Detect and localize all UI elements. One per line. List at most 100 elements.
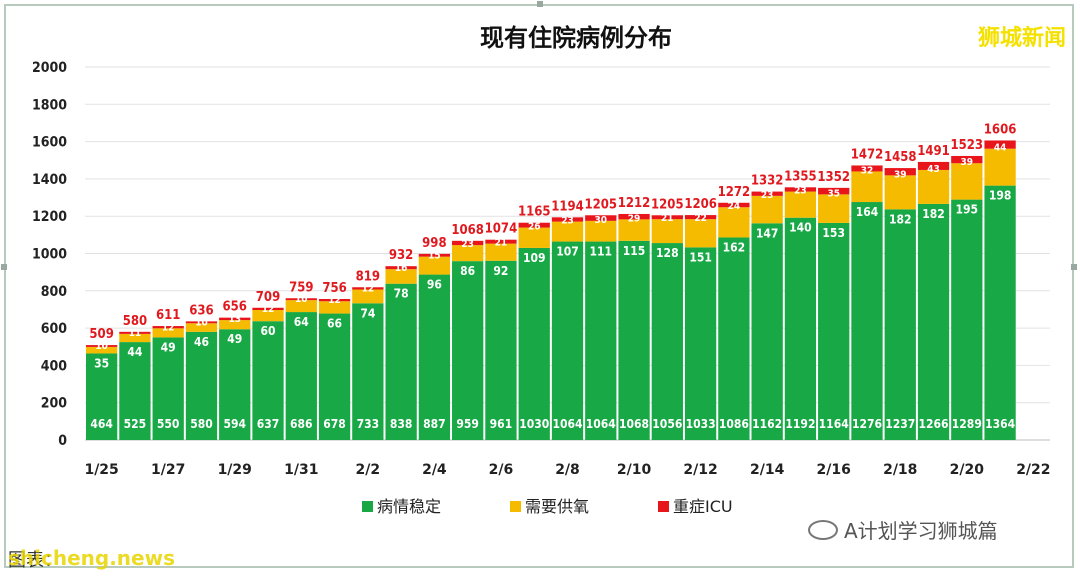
data-label-stable: 838: [390, 417, 413, 431]
data-label-stable: 1237: [885, 417, 915, 431]
data-label-total: 1332: [751, 174, 784, 189]
data-label-stable: 1164: [819, 417, 850, 431]
bar-oxygen: [684, 219, 717, 248]
data-label-oxygen: 153: [822, 226, 845, 240]
bar-stable: [352, 303, 384, 440]
data-label-oxygen: 164: [856, 205, 879, 219]
data-label-stable: 959: [456, 417, 479, 431]
y-tick-label: 200: [41, 396, 68, 412]
bar-stable: [285, 312, 317, 440]
bar-stable: [784, 217, 817, 440]
data-label-oxygen: 109: [523, 251, 546, 265]
bar-oxygen: [485, 243, 517, 261]
data-label-icu: 10: [295, 294, 308, 305]
bar-stable: [718, 237, 750, 440]
data-label-icu: 10: [195, 317, 208, 328]
resize-handle-top[interactable]: [537, 1, 543, 7]
bar-icu: [917, 161, 950, 170]
y-tick-label: 1400: [32, 172, 67, 188]
bar-stable: [851, 202, 883, 440]
x-tick-label: 2/2: [356, 462, 381, 478]
bar-oxygen: [551, 221, 584, 242]
y-tick-label: 400: [41, 358, 68, 374]
bar-stable: [318, 313, 351, 440]
data-label-icu: 32: [861, 165, 874, 176]
data-label-icu: 12: [262, 304, 275, 315]
data-label-icu: 43: [927, 164, 940, 175]
data-label-icu: 26: [528, 222, 541, 233]
data-label-icu: 21: [661, 213, 674, 224]
data-label-icu: 35: [827, 188, 840, 199]
data-label-icu: 22: [694, 213, 707, 224]
x-tick-label: 1/31: [284, 462, 318, 478]
bar-stable: [219, 329, 251, 440]
data-label-total: 1194: [551, 199, 584, 214]
bar-icu: [252, 307, 284, 311]
bar-icu: [485, 239, 517, 244]
bar-oxygen: [851, 171, 883, 203]
bar-oxygen: [951, 163, 983, 200]
data-label-stable: 961: [490, 417, 513, 431]
bar-oxygen: [518, 227, 550, 248]
bar-oxygen: [219, 320, 251, 330]
bar-icu: [818, 187, 850, 195]
bar-oxygen: [585, 220, 617, 242]
bar-oxygen: [418, 256, 451, 275]
bar-icu: [585, 215, 617, 221]
data-label-stable: 550: [157, 417, 180, 431]
data-label-total: 759: [289, 280, 313, 295]
bar-icu: [285, 298, 317, 301]
data-label-icu: 23: [561, 216, 574, 227]
data-label-total: 709: [256, 290, 280, 305]
data-label-icu: 39: [961, 157, 974, 168]
data-label-oxygen: 182: [922, 207, 945, 221]
bar-icu: [951, 155, 983, 164]
bar-stable: [485, 260, 517, 440]
resize-handle-right[interactable]: [1071, 264, 1077, 270]
bar-oxygen: [818, 194, 850, 223]
bar-stable: [551, 241, 584, 440]
footer-watermark-right-text: A计划学习狮城篇: [844, 519, 998, 543]
wechat-icon: [808, 519, 838, 540]
x-tick-label: 2/8: [555, 462, 580, 478]
x-tick-label: 2/22: [1016, 462, 1050, 478]
data-label-total: 1068: [451, 223, 484, 238]
resize-handle-left[interactable]: [1, 264, 7, 270]
data-label-total: 1272: [718, 185, 751, 200]
bar-stable: [618, 240, 650, 440]
data-label-total: 1074: [485, 222, 518, 237]
bar-oxygen: [318, 301, 351, 314]
data-label-stable: 686: [290, 417, 313, 431]
bar-oxygen: [718, 207, 750, 238]
data-label-total: 819: [356, 269, 380, 284]
data-label-total: 932: [389, 248, 413, 263]
bar-stable: [984, 185, 1016, 440]
bar-stable: [684, 247, 717, 440]
data-label-total: 1523: [951, 138, 984, 153]
data-label-oxygen: 64: [294, 315, 310, 329]
bar-icu: [718, 202, 750, 208]
data-label-oxygen: 60: [261, 324, 276, 338]
data-label-stable: 464: [90, 417, 113, 431]
x-tick-label: 2/14: [750, 462, 785, 478]
data-label-stable: 887: [423, 417, 446, 431]
data-label-icu: 29: [628, 213, 641, 224]
legend-label: 重症ICU: [673, 497, 733, 516]
data-label-total: 756: [322, 281, 346, 296]
data-label-oxygen: 86: [460, 264, 475, 278]
bar-icu: [851, 165, 883, 172]
data-label-icu: 24: [728, 201, 741, 212]
bar-stable: [518, 247, 550, 440]
data-label-oxygen: 96: [427, 278, 442, 292]
bar-icu: [318, 299, 351, 302]
legend-swatch: [658, 501, 669, 512]
bar-stable: [152, 337, 184, 440]
data-label-total: 1205: [584, 197, 617, 212]
bar-stable: [418, 274, 451, 440]
data-label-oxygen: 128: [656, 246, 679, 260]
y-tick-label: 600: [41, 321, 68, 337]
data-label-stable: 1086: [719, 417, 749, 431]
data-label-stable: 525: [124, 417, 147, 431]
chart-title: 现有住院病例分布: [480, 24, 672, 52]
data-label-total: 1205: [651, 197, 684, 212]
